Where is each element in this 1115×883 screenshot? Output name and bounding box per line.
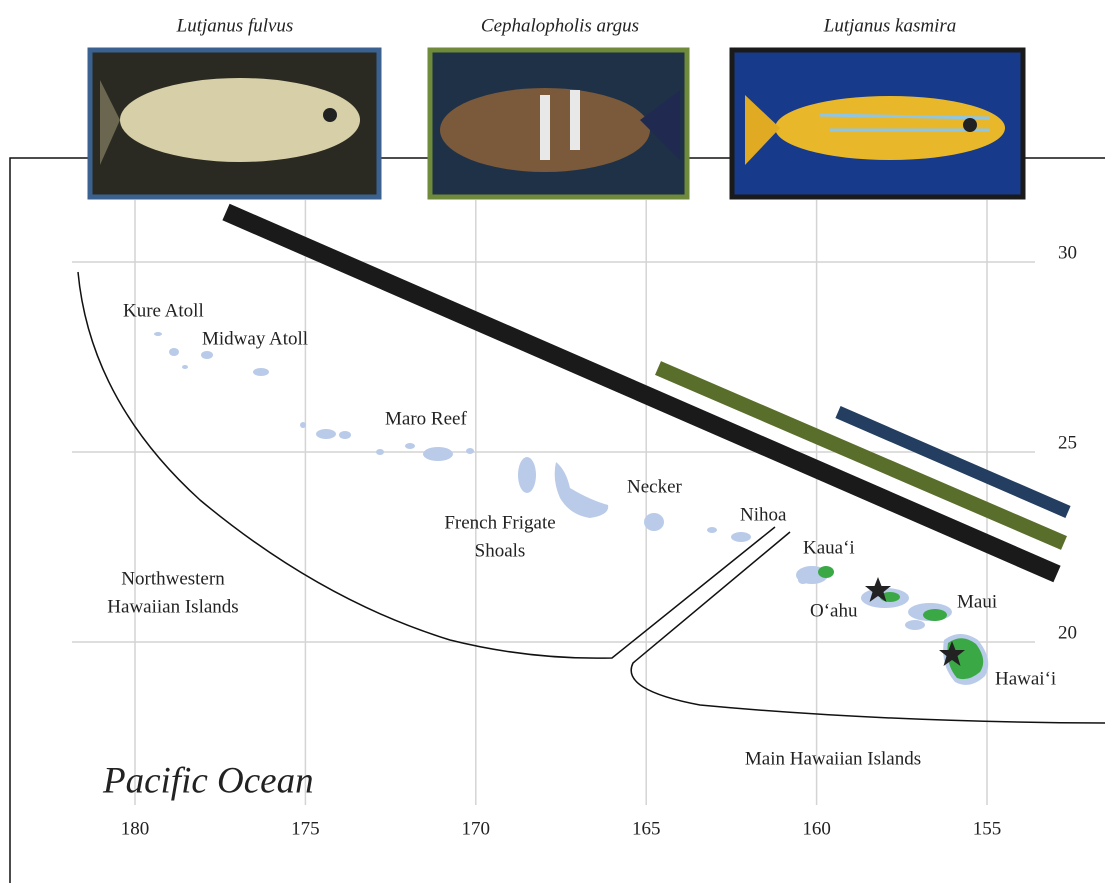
region-label: Northwestern: [121, 568, 225, 589]
region-label: Hawaiian Islands: [107, 596, 238, 617]
place-label: O‘ahu: [810, 600, 858, 621]
lon-tick-label: 170: [462, 818, 491, 839]
range-bar-fulvus: [835, 406, 1071, 518]
place-label: Maro Reef: [385, 408, 467, 429]
place-label: Maui: [957, 591, 997, 612]
place-label: Kure Atoll: [123, 300, 204, 321]
main-bracket: [630, 531, 1106, 724]
nw-bracket: [77, 271, 776, 659]
lon-tick-label: 160: [802, 818, 831, 839]
lon-tick-label: 165: [632, 818, 661, 839]
place-label: Shoals: [475, 540, 526, 561]
range-bar-argus: [655, 361, 1067, 550]
place-label: Hawai‘i: [995, 668, 1056, 689]
place-label: Midway Atoll: [202, 328, 308, 349]
place-label: Necker: [627, 476, 683, 497]
lat-tick-label: 30: [1058, 242, 1077, 263]
main-islands: [796, 566, 989, 685]
lat-tick-label: 25: [1058, 432, 1077, 453]
range-bar-kasmira: [222, 203, 1061, 583]
lon-tick-label: 175: [291, 818, 320, 839]
star-markers: [865, 577, 965, 666]
region-label: Main Hawaiian Islands: [745, 748, 921, 769]
nw-islands: [154, 332, 751, 542]
lon-tick-label: 180: [121, 818, 150, 839]
ocean-label: Pacific Ocean: [102, 760, 314, 801]
species-label: Lutjanus kasmira: [823, 15, 957, 36]
place-label: French Frigate: [444, 512, 555, 533]
photo-kasmira: [729, 47, 1026, 200]
species-label: Lutjanus fulvus: [176, 15, 294, 36]
photo-argus: [427, 47, 690, 200]
lat-tick-label: 20: [1058, 622, 1077, 643]
photo-fulvus: [87, 47, 382, 200]
lon-tick-label: 155: [973, 818, 1002, 839]
species-label: Cephalopholis argus: [481, 15, 639, 36]
place-label: Nihoa: [740, 504, 787, 525]
place-label: Kaua‘i: [803, 537, 855, 558]
